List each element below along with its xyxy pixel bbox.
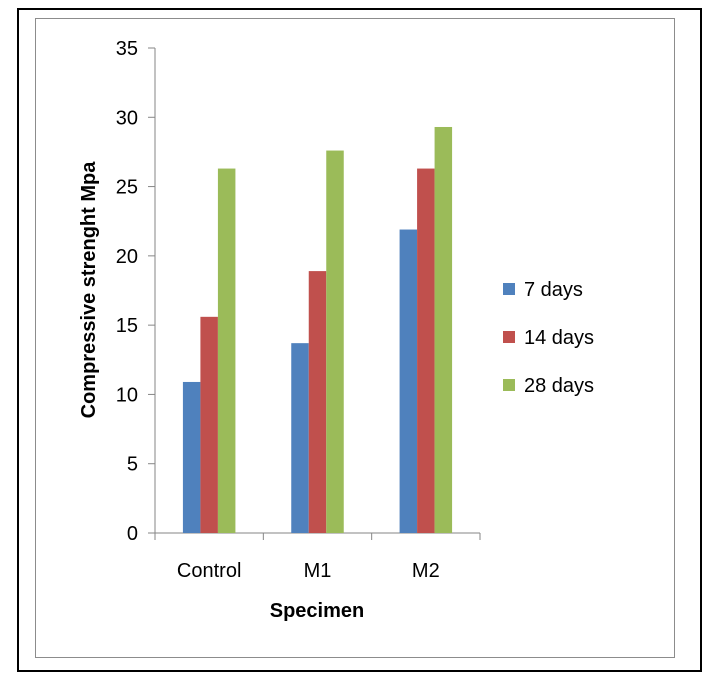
y-axis: 0 5 10 15 20 25 30 35 (116, 38, 156, 545)
y-tick-label: 30 (116, 107, 138, 129)
bar (434, 126, 453, 533)
x-axis: Control M1 M2 (154, 532, 481, 582)
bar (308, 271, 327, 533)
y-tick-label: 25 (116, 177, 138, 199)
x-axis-title: Specimen (270, 600, 364, 622)
bar (200, 316, 218, 533)
y-tick-label: 35 (116, 38, 138, 60)
y-tick-label: 5 (127, 454, 138, 476)
legend-label: 7 days (524, 279, 583, 301)
legend-swatch (503, 331, 515, 343)
bars (182, 126, 453, 534)
legend: 7 days 14 days 28 days (503, 279, 594, 397)
legend-swatch (503, 283, 515, 295)
y-tick-label: 20 (116, 246, 138, 268)
bar (182, 381, 201, 533)
y-tick-label: 10 (116, 384, 138, 406)
bar (399, 229, 418, 533)
legend-label: 14 days (524, 327, 594, 349)
bar (291, 343, 309, 533)
bar (417, 168, 435, 534)
legend-swatch (503, 379, 515, 391)
x-tick-label: M1 (304, 560, 332, 582)
y-tick-label: 0 (127, 523, 138, 545)
bar (326, 150, 344, 534)
x-tick-label: Control (177, 560, 241, 582)
legend-label: 28 days (524, 375, 594, 397)
y-axis-title: Compressive strenght Mpa (78, 161, 100, 419)
x-tick-label: M2 (412, 560, 440, 582)
outer-frame (17, 8, 702, 672)
chart-area-frame (35, 18, 675, 658)
bar (217, 168, 236, 534)
y-tick-label: 15 (116, 315, 138, 337)
